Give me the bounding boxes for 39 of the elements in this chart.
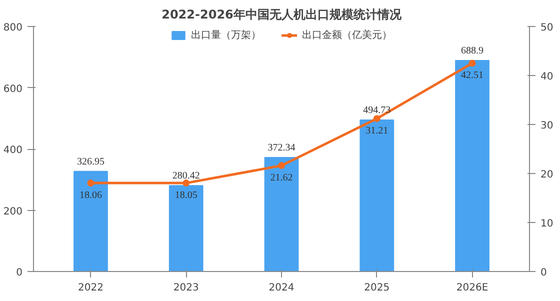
data-label: 494.73 [363,104,391,116]
y-tick-label: 0 [16,268,23,278]
y-tick-label: 400 [3,145,23,156]
bar [168,185,204,272]
data-label: 31.21 [366,126,388,137]
bar [360,119,394,272]
data-label: 21.62 [270,172,293,184]
y-tick-label: 600 [3,84,23,95]
x-tick-label: 2025 [364,282,390,294]
y2-tick-label: 50 [540,22,554,34]
y2-tick-label: 20 [540,170,554,180]
y-tick-label: 200 [3,206,23,218]
data-label: 18.06 [79,190,102,202]
x-tick-label: 2026E [456,282,488,294]
point [278,162,285,170]
point [87,180,94,186]
point [182,180,190,187]
y2-tick-label: 10 [540,218,554,230]
y2-tick-label: 0 [540,268,547,278]
point [373,115,380,122]
x-tick-label: 2022 [78,282,104,294]
data-label: 18.05 [174,190,198,202]
point [468,60,476,67]
legend-label: 出口量（万架） [191,28,261,42]
chart-title: 2022-2026年中国无人机出口规模统计情况 [162,8,402,22]
y2-tick-label: 40 [540,72,554,82]
bar [455,60,490,272]
bar [264,156,299,272]
data-label: 42.51 [461,70,484,82]
data-label: 280.42 [172,170,200,182]
legend-label: 出口金额（亿美元） [302,28,392,42]
x-tick-label: 2024 [268,282,294,294]
data-label: 688.9 [461,46,484,57]
data-label: 326.95 [76,156,104,168]
bar [74,170,108,272]
x-tick-label: 2023 [173,282,199,294]
y2-tick-label: 30 [540,120,554,132]
data-label: 372.34 [268,142,296,154]
y-tick-label: 800 [3,22,23,34]
